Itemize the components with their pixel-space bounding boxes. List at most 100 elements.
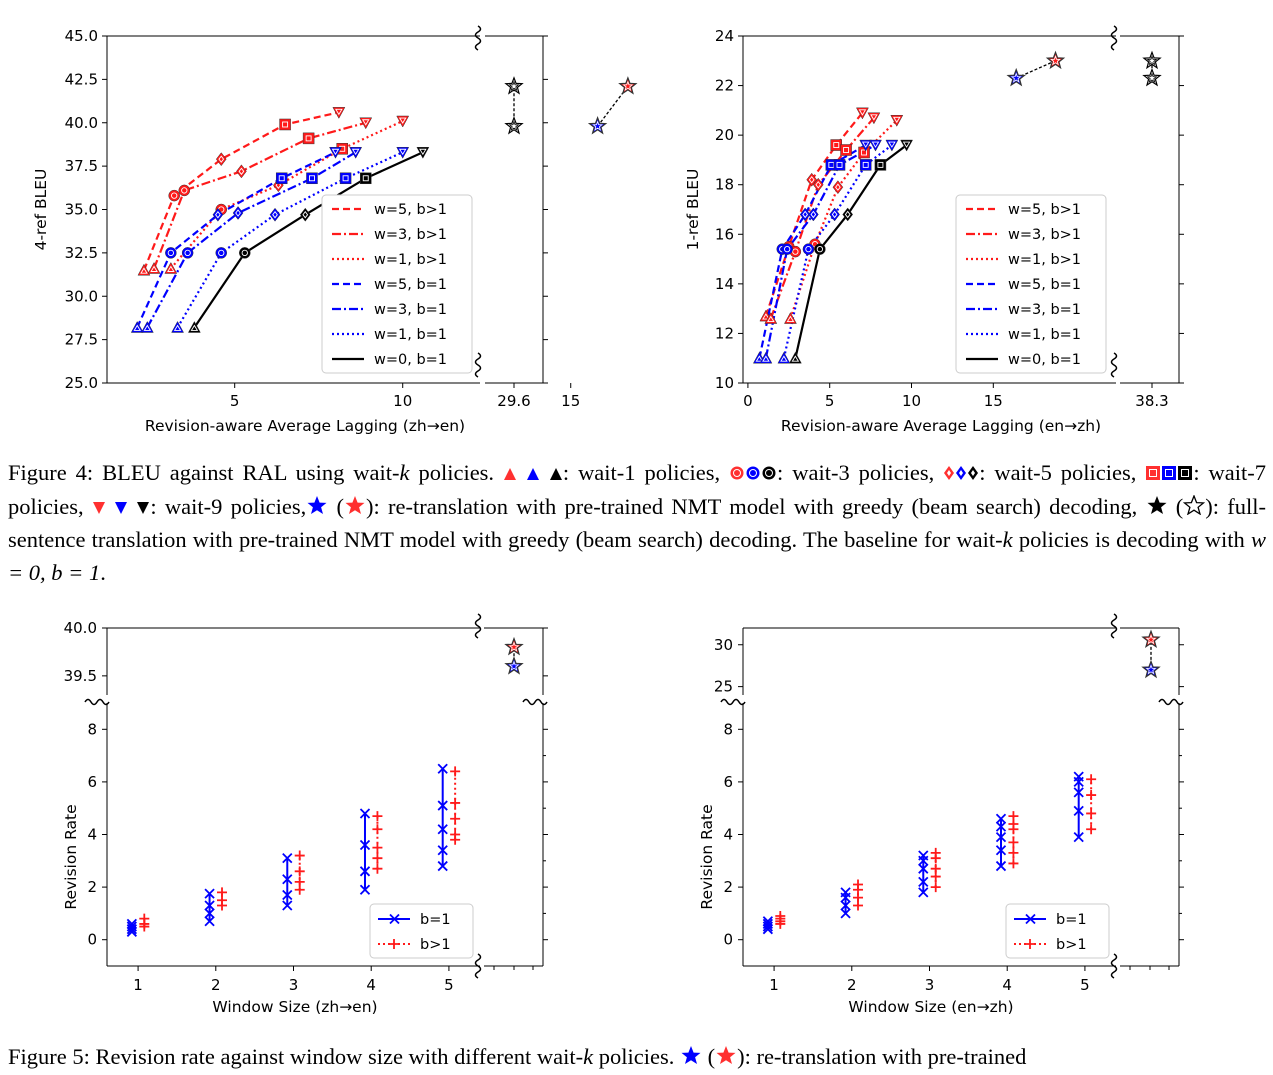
data-point (859, 159, 872, 171)
data-point-inner (755, 355, 764, 362)
y-tick-label: 22 (715, 77, 734, 95)
y-tick-label: 4 (87, 826, 97, 844)
legend-label: w=3, b>1 (1008, 227, 1081, 243)
b1-point (359, 884, 371, 895)
retranslation-greedy-star (1141, 659, 1161, 679)
blue-diamond-icon (955, 458, 967, 491)
axis-break-right (1158, 698, 1184, 706)
b1-point (995, 813, 1007, 824)
data-point (178, 184, 191, 197)
axis-break-bottom (1110, 953, 1118, 979)
retranslation-greedy-star-inner (508, 660, 520, 671)
blue-square-icon (1161, 458, 1177, 491)
y-tick-label: 25.0 (65, 374, 98, 392)
b1-point (204, 888, 215, 899)
data-point-inner (362, 175, 369, 182)
b1-point (282, 900, 293, 911)
data-point-inner (805, 246, 812, 253)
data-point (302, 132, 315, 145)
data-point (874, 159, 887, 171)
data-point (232, 206, 244, 220)
axis-break-bottom (474, 953, 482, 979)
black-circle-icon (761, 458, 777, 491)
y-tick-label-top: 30 (714, 636, 733, 654)
b1-point (204, 900, 215, 911)
data-point-inner (833, 142, 840, 149)
figure5-label: Figure 5: (8, 1044, 90, 1069)
data-point (236, 164, 247, 179)
data-point (306, 172, 318, 185)
b1-point (126, 921, 138, 932)
bgt1-point (930, 863, 941, 874)
bgt1-point (1086, 774, 1097, 785)
caption-wait5: : wait-5 policies, (979, 460, 1137, 485)
retranslation-beam-star-inner (1145, 634, 1157, 645)
retranslation-greedy-star (1006, 67, 1026, 87)
bgt1-point (450, 797, 461, 808)
data-point-inner (871, 141, 880, 148)
b1-point (1073, 805, 1084, 816)
legend-label: b>1 (420, 937, 451, 953)
bgt1-point (930, 847, 941, 858)
data-point-inner (902, 141, 911, 148)
x-axis-label: Revision-aware Average Lagging (en→zh) (781, 417, 1101, 435)
b1-point (918, 850, 929, 861)
x-tick-label: 2 (847, 976, 857, 994)
bgt1-point (372, 824, 383, 835)
data-point (181, 247, 194, 259)
data-point (212, 207, 224, 222)
data-point-inner (218, 155, 225, 163)
data-point-inner (858, 109, 867, 116)
retranslation-greedy-star-inner (1010, 72, 1022, 83)
figure5-text: Revision rate against window size with d… (95, 1044, 584, 1069)
x-tick-label: 38.3 (1135, 392, 1168, 410)
y-tick-label-top: 25 (714, 678, 733, 696)
x-tick-label: 29.6 (497, 392, 530, 410)
y-axis-label: Revision Rate (62, 804, 80, 909)
caption-wait1: : wait-1 policies, (562, 460, 721, 485)
bgt1-point (372, 863, 383, 874)
data-point-inner (342, 175, 349, 182)
b1-point (995, 831, 1007, 843)
data-point (840, 144, 852, 156)
bgt1-point (294, 866, 305, 877)
chart-bleu-en-zh: 10 12 14 16 18 20 22 24 0 5 10 15 38.3 Revision-aware… (684, 25, 1184, 435)
data-point-inner (835, 183, 841, 191)
data-point-inner (419, 148, 427, 156)
y-tick-label: 35.0 (65, 201, 98, 219)
y-axis-label: 4-ref BLEU (32, 169, 50, 251)
data-point-inner (861, 149, 868, 156)
x-tick-label: 5 (230, 392, 240, 410)
data-point-inner (190, 324, 199, 331)
b1-point (995, 860, 1007, 872)
x-tick-label: 10 (393, 392, 412, 410)
red-triangle-icon (503, 458, 517, 491)
data-point-inner (171, 192, 178, 199)
caption-wait9: : wait-9 policies, (150, 493, 307, 519)
data-point-inner (150, 265, 158, 272)
bgt1-point (139, 913, 150, 924)
bgt1-point (450, 766, 461, 777)
data-point (830, 139, 842, 151)
chart-revision-zh-en: 0 2 4 6 8 39.5 40.0 1 2 3 4 5 Window Size (zh→en) Rev… (62, 613, 548, 1016)
data-point (269, 207, 281, 222)
outline-star-icon (1183, 492, 1206, 525)
axis-break-top (474, 25, 482, 51)
caption-wait3: : wait-3 policies, (777, 460, 935, 485)
red-star-icon (344, 492, 366, 525)
data-point (812, 177, 824, 192)
data-point-inner (181, 187, 188, 194)
bgt1-point (1086, 790, 1097, 801)
bgt1-point (930, 882, 941, 893)
data-point-inner (870, 114, 878, 121)
k-var: k (399, 460, 410, 485)
legend-label: w=1, b=1 (374, 327, 447, 343)
retranslation-beam-star-inner (1050, 55, 1061, 66)
data-point-inner (302, 210, 309, 219)
legend-label: b>1 (1056, 937, 1087, 953)
b1-point (918, 863, 929, 874)
bgt1-point (450, 829, 461, 840)
legend-label: w=0, b=1 (374, 352, 447, 368)
axis-break-top (474, 613, 482, 639)
legend-label: w=1, b>1 (374, 252, 447, 268)
